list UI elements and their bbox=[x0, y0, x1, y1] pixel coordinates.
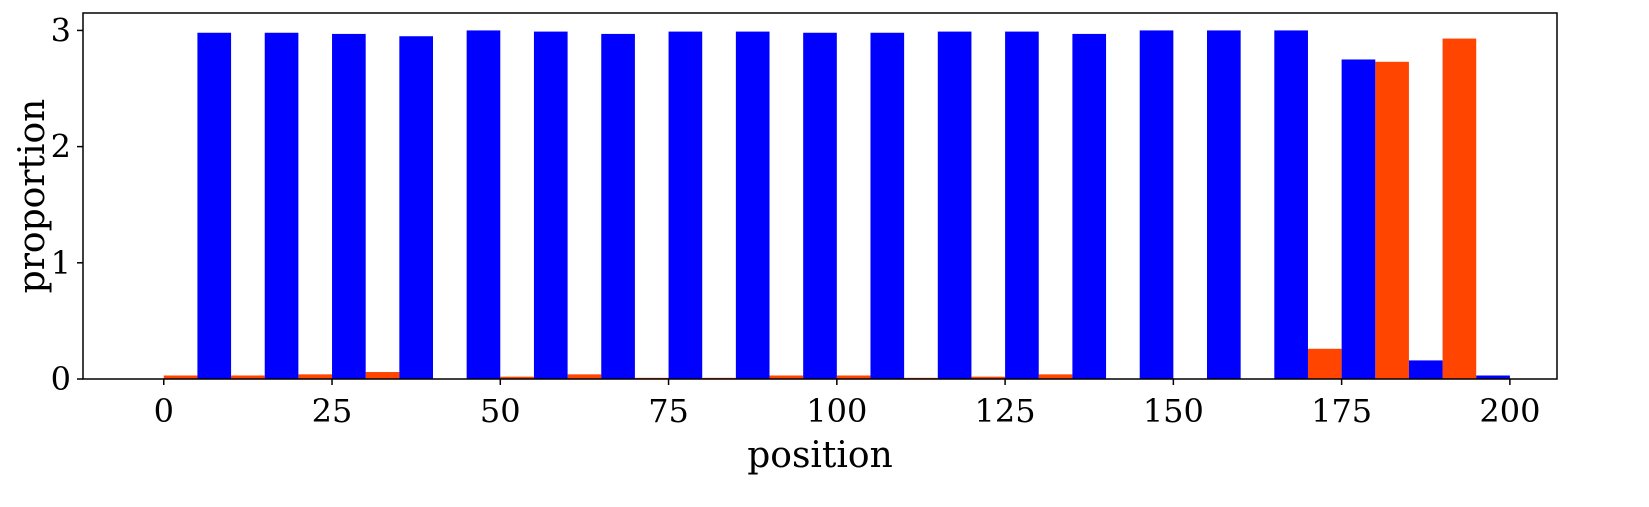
x-tick-label: 25 bbox=[312, 392, 353, 430]
bar-series-1-18 bbox=[1375, 61, 1409, 380]
bar-series-1-9 bbox=[769, 375, 804, 379]
y-tick-label: 1 bbox=[51, 244, 71, 282]
bar-series-2-11 bbox=[937, 31, 972, 379]
x-tick-label: 50 bbox=[480, 392, 521, 430]
y-axis-ticks: 0 1 2 3 bbox=[51, 11, 83, 398]
y-tick-label: 0 bbox=[51, 360, 71, 398]
bar-series-1-19 bbox=[1442, 38, 1477, 380]
bar-series-2-7 bbox=[668, 31, 703, 379]
bar-series-2-2 bbox=[332, 33, 366, 380]
bar-series-1-2 bbox=[298, 374, 333, 379]
x-tick-label: 200 bbox=[1479, 392, 1540, 430]
bar-series-2-9 bbox=[803, 32, 837, 379]
bar-series-2-13 bbox=[1072, 33, 1107, 380]
bar-series-2-0 bbox=[197, 32, 232, 379]
x-tick-label: 125 bbox=[975, 392, 1036, 430]
bar-series-1-10 bbox=[836, 375, 871, 379]
bar-series-1-3 bbox=[365, 372, 400, 379]
bar-series-1-5 bbox=[500, 376, 534, 379]
x-tick-label: 100 bbox=[806, 392, 867, 430]
x-tick-label: 75 bbox=[648, 392, 689, 430]
y-axis-label: proportion bbox=[12, 99, 53, 294]
bar-series-1-0 bbox=[163, 375, 198, 379]
bars-layer bbox=[163, 30, 1510, 380]
bar-series-2-19 bbox=[1476, 375, 1510, 379]
bar-series-2-4 bbox=[466, 30, 501, 380]
y-tick-label: 3 bbox=[51, 11, 71, 49]
x-tick-label: 0 bbox=[154, 392, 174, 430]
bar-series-2-18 bbox=[1408, 360, 1443, 379]
x-tick-label: 175 bbox=[1311, 392, 1372, 430]
bar-series-2-3 bbox=[399, 36, 433, 379]
bar-series-2-15 bbox=[1207, 30, 1241, 380]
bar-series-2-10 bbox=[870, 32, 905, 379]
plot-frame bbox=[82, 12, 1558, 380]
bar-series-2-14 bbox=[1139, 30, 1174, 380]
bar-series-1-12 bbox=[971, 376, 1006, 379]
bar-series-1-17 bbox=[1307, 348, 1342, 379]
bar-series-2-5 bbox=[533, 31, 568, 379]
x-axis-ticks: 0 25 50 75 100 125 150 175 200 bbox=[154, 379, 1540, 430]
bar-series-1-1 bbox=[231, 375, 265, 379]
bar-series-2-16 bbox=[1274, 30, 1308, 380]
bar-series-2-17 bbox=[1341, 59, 1376, 379]
x-tick-label: 150 bbox=[1143, 392, 1204, 430]
bar-series-2-1 bbox=[264, 32, 299, 379]
y-tick-label: 2 bbox=[51, 128, 71, 166]
bar-series-1-6 bbox=[567, 374, 602, 379]
bar-series-1-13 bbox=[1038, 374, 1073, 379]
x-axis-label: position bbox=[747, 435, 893, 476]
bar-series-2-12 bbox=[1005, 31, 1039, 379]
bar-series-2-8 bbox=[735, 31, 770, 379]
bar-series-2-6 bbox=[601, 33, 635, 380]
